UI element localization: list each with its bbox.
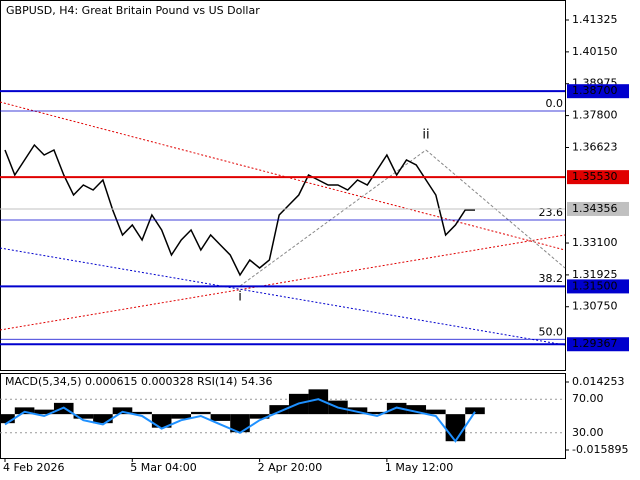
- macd-bar: [347, 407, 368, 415]
- macd-tick-label: -0.015895: [572, 443, 628, 456]
- chart-title: GBPUSD, H4: Great Britain Pound vs US Do…: [6, 4, 260, 17]
- macd-bar: [191, 411, 211, 415]
- macd-tick-label: 0.014253: [572, 375, 625, 388]
- macd-bar: [426, 409, 446, 415]
- level-label: 1.38700: [572, 84, 618, 97]
- macd-bar: [210, 414, 231, 421]
- current-price-label: 1.34356: [572, 202, 618, 215]
- indicator-label: MACD(5,34,5) 0.000615 0.000328 RSI(14) 5…: [5, 375, 272, 388]
- macd-bar: [34, 409, 54, 415]
- main-panel: [0, 0, 566, 371]
- x-tick-label: 2 Apr 20:00: [258, 461, 323, 474]
- current-price-box: [567, 201, 629, 216]
- macd-bar: [132, 411, 152, 415]
- macd-bar: [73, 414, 94, 419]
- macd-bar: [14, 407, 35, 415]
- x-tick-label: 1 May 12:00: [385, 461, 453, 474]
- y-tick-label: 1.31925: [572, 268, 618, 281]
- price-line: [4, 143, 475, 277]
- level-box: [567, 337, 629, 352]
- macd-bar: [249, 414, 270, 419]
- level-label: 1.35530: [572, 170, 618, 183]
- trend-line: [0, 247, 566, 346]
- macd-bar: [171, 414, 192, 419]
- y-tick-label: 1.41325: [572, 13, 618, 26]
- x-tick-label: 4 Feb 2026: [3, 461, 64, 474]
- level-box: [567, 170, 629, 185]
- fib-label: 38.2: [539, 272, 564, 285]
- fib-label: 23.6: [539, 206, 564, 219]
- level-label: 1.31500: [572, 279, 618, 292]
- x-tick-label: 5 Mar 04:00: [130, 461, 196, 474]
- rsi-tick-label: 30.00: [572, 426, 604, 439]
- macd-bar: [406, 405, 427, 415]
- macd-bar: [93, 414, 113, 424]
- y-tick-label: 1.36623: [572, 141, 618, 154]
- trend-line: [0, 101, 566, 251]
- level-label: 1.29367: [572, 337, 618, 350]
- y-tick-label: 1.30750: [572, 300, 618, 313]
- fib-label: 0.0: [546, 97, 564, 110]
- wave-label: i: [238, 289, 242, 304]
- rsi-tick-label: 70.00: [572, 392, 604, 405]
- rsi-line: [4, 398, 476, 443]
- macd-bar: [230, 414, 250, 433]
- y-tick-label: 1.40150: [572, 45, 618, 58]
- trend-line: [0, 234, 566, 331]
- y-tick-label: 1.37800: [572, 109, 618, 122]
- macd-bar: [308, 389, 329, 415]
- level-box: [567, 84, 629, 99]
- macd-bar: [445, 414, 466, 442]
- y-tick-label: 1.33100: [572, 236, 618, 249]
- fib-label: 50.0: [539, 325, 564, 338]
- macd-bar: [465, 407, 485, 415]
- macd-bar: [112, 407, 133, 415]
- macd-bar: [269, 405, 289, 415]
- macd-bar: [367, 411, 387, 415]
- wave-label: ii: [422, 128, 429, 143]
- level-box: [567, 279, 629, 294]
- macd-bar: [0, 414, 15, 424]
